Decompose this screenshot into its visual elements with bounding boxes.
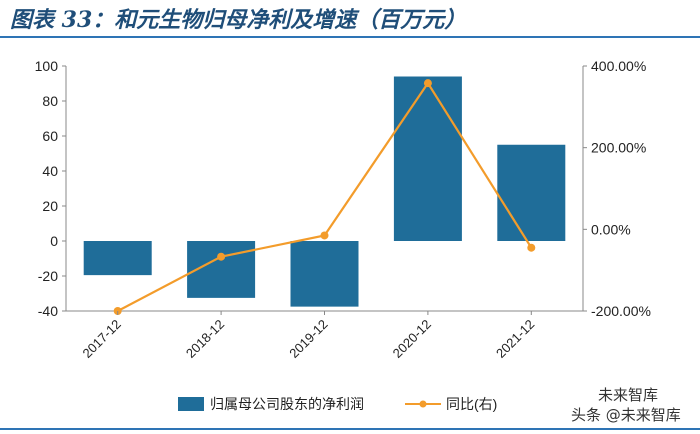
x-tick-label: 2017-12 bbox=[79, 317, 123, 361]
right-tick-label: 400.00% bbox=[591, 58, 646, 74]
legend-bar-swatch bbox=[178, 397, 204, 411]
yoy-point-2018-12 bbox=[217, 252, 226, 261]
yoy-point-2020-12 bbox=[423, 79, 432, 88]
left-tick-label: 20 bbox=[42, 198, 58, 214]
left-tick-label: -20 bbox=[38, 268, 58, 284]
bar-2017-12 bbox=[83, 241, 152, 276]
right-tick-label: 200.00% bbox=[591, 140, 646, 156]
left-tick-label: 60 bbox=[42, 128, 58, 144]
legend-line-marker bbox=[419, 400, 427, 408]
watermark-bottom: 头条 @未来智库 bbox=[571, 406, 681, 424]
line-series bbox=[113, 79, 536, 315]
left-tick-label: -40 bbox=[38, 303, 58, 319]
left-tick-labels: 100 80 60 40 20 0 -20 -40 bbox=[35, 58, 66, 319]
right-tick-label: 0.00% bbox=[591, 221, 631, 237]
title-divider bbox=[0, 36, 700, 38]
legend: 归属母公司股东的净利润 同比(右) bbox=[178, 396, 497, 412]
bar-2020-12 bbox=[393, 76, 462, 241]
x-tick-label: 2019-12 bbox=[286, 317, 330, 361]
watermark-top: 未来智库 bbox=[598, 386, 658, 404]
legend-bar-label: 归属母公司股东的净利润 bbox=[210, 396, 364, 412]
bottom-divider bbox=[0, 428, 700, 430]
left-tick-label: 40 bbox=[42, 163, 58, 179]
bar-series bbox=[83, 76, 566, 307]
watermark: 未来智库 头条 @未来智库 bbox=[571, 386, 681, 424]
x-tick-labels: 2017-12 2018-12 2019-12 2020-12 2021-12 bbox=[79, 311, 537, 361]
right-tick-label: -200.00% bbox=[591, 303, 651, 319]
right-tick-labels: 400.00% 200.00% 0.00% -200.00% bbox=[583, 58, 651, 319]
left-tick-label: 80 bbox=[42, 93, 58, 109]
x-tick-label: 2018-12 bbox=[183, 317, 227, 361]
left-tick-label: 100 bbox=[35, 58, 59, 74]
yoy-point-2021-12 bbox=[527, 243, 536, 252]
yoy-point-2019-12 bbox=[320, 231, 329, 240]
legend-line-label: 同比(右) bbox=[446, 396, 497, 412]
bar-2019-12 bbox=[290, 241, 359, 307]
figure-title: 图表 33：和元生物归母净利及增速（百万元） bbox=[10, 7, 467, 33]
bar-2021-12 bbox=[497, 144, 566, 241]
x-tick-label: 2020-12 bbox=[390, 317, 434, 361]
left-tick-label: 0 bbox=[50, 233, 58, 249]
x-tick-label: 2021-12 bbox=[493, 317, 537, 361]
